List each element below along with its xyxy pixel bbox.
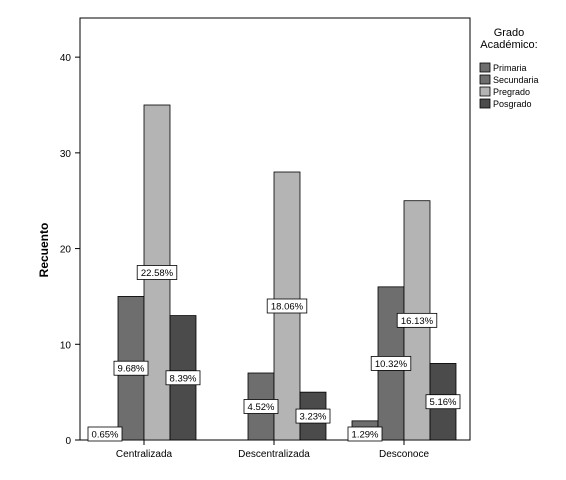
legend-swatch-primaria bbox=[479, 62, 491, 73]
data-label: 9.68% bbox=[118, 364, 145, 375]
x-axis: Centralizada Descentralizada Desconoce bbox=[116, 440, 429, 460]
data-label-box bbox=[87, 426, 123, 442]
data-label: 10.32% bbox=[375, 359, 408, 370]
data-label: 3.23% bbox=[300, 412, 327, 423]
y-tick-label: 10 bbox=[60, 340, 72, 351]
legend-swatch-posgrado bbox=[479, 98, 491, 109]
data-label-box bbox=[347, 426, 383, 442]
data-label: 22.58% bbox=[141, 268, 174, 279]
data-label: 1.29% bbox=[352, 430, 379, 441]
legend-swatch-secundaria bbox=[479, 74, 491, 85]
legend-label-secundaria: Secundaria bbox=[493, 75, 539, 85]
legend-title: Grado bbox=[494, 27, 525, 39]
legend-label-posgrado: Posgrado bbox=[493, 99, 532, 109]
y-axis: 0 10 20 30 40 bbox=[60, 53, 80, 447]
x-tick-label: Desconoce bbox=[379, 449, 429, 460]
data-label-box bbox=[396, 312, 438, 328]
data-label-box bbox=[165, 370, 201, 386]
data-label-box bbox=[370, 356, 412, 371]
legend-label-primaria: Primaria bbox=[493, 63, 527, 73]
y-axis-title: Recuento bbox=[37, 223, 51, 278]
data-label-box bbox=[266, 298, 308, 314]
legend-title: Académico: bbox=[480, 39, 537, 51]
y-tick-label: 0 bbox=[65, 436, 71, 447]
data-label-box bbox=[425, 394, 461, 410]
data-label-box bbox=[136, 265, 178, 280]
data-label-box bbox=[113, 360, 149, 376]
data-label: 4.52% bbox=[248, 402, 275, 413]
data-label: 18.06% bbox=[271, 302, 304, 313]
y-tick-label: 30 bbox=[60, 149, 72, 160]
data-label-box bbox=[243, 399, 279, 414]
legend-swatch-pregrado bbox=[479, 86, 491, 97]
data-label-box bbox=[295, 408, 331, 424]
x-tick-label: Descentralizada bbox=[238, 449, 310, 460]
y-tick-label: 20 bbox=[60, 245, 72, 256]
percent-labels: 0.65% 9.68% 22.58% 8.39% 4.52% 18.06% 3.23% 1.2… bbox=[87, 265, 461, 442]
data-label: 8.39% bbox=[170, 373, 197, 384]
legend-label-pregrado: Pregrado bbox=[493, 87, 530, 97]
x-tick-label: Centralizada bbox=[116, 449, 173, 460]
data-label: 5.16% bbox=[430, 397, 457, 408]
data-label: 0.65% bbox=[92, 430, 119, 441]
y-tick-label: 40 bbox=[60, 53, 72, 64]
data-label: 16.13% bbox=[401, 316, 434, 327]
